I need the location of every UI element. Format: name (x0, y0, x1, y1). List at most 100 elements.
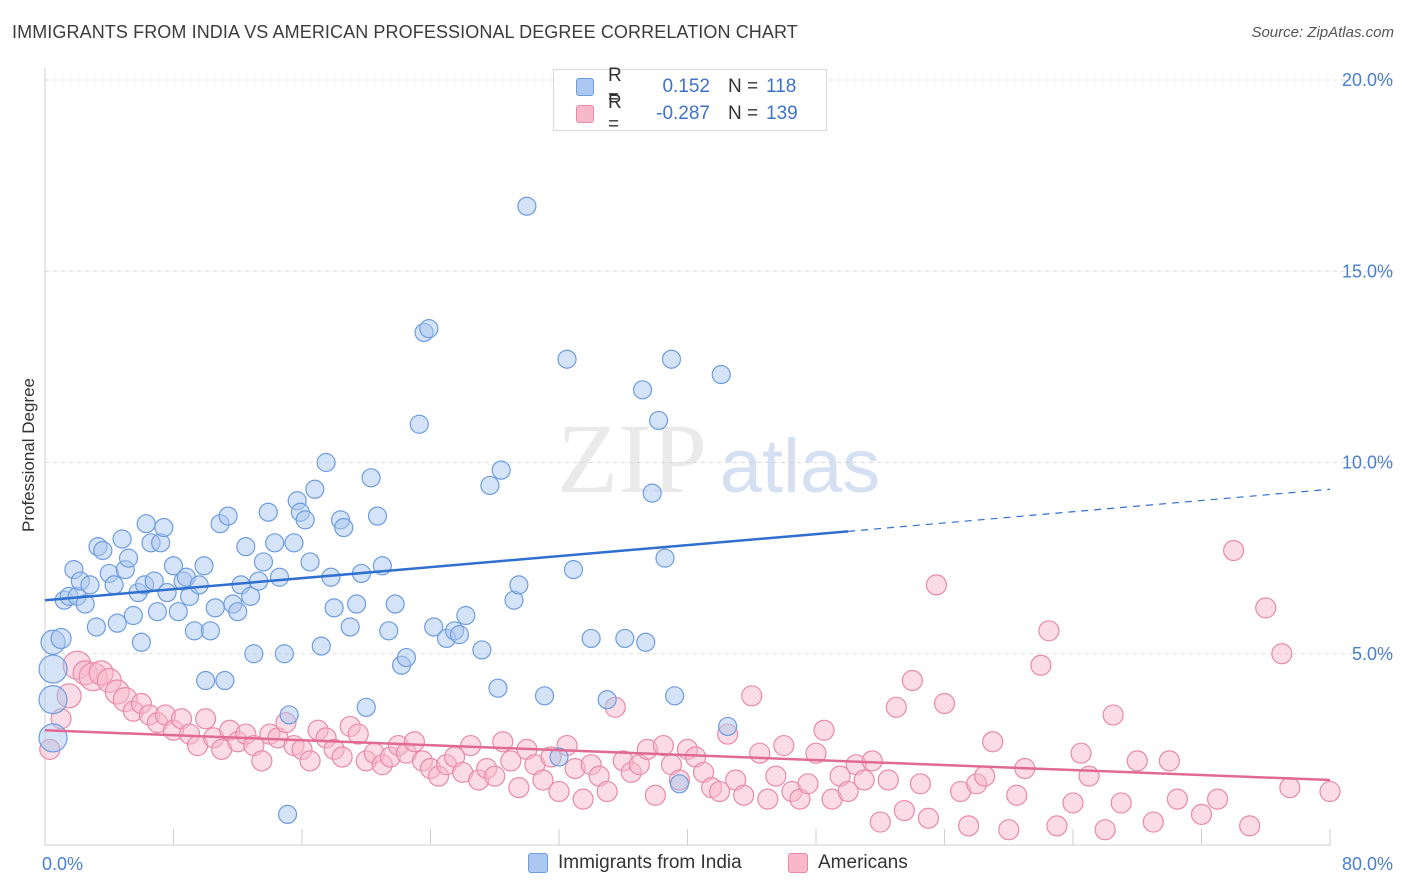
americans-point (797, 773, 819, 795)
india-point (642, 483, 662, 503)
india-point (163, 556, 184, 576)
americans-point (644, 784, 666, 806)
americans-point (757, 788, 779, 810)
india-point (131, 632, 151, 652)
tick-labels: 5.0% 10.0% 15.0% 20.0% 0.0% 80.0% (42, 70, 1393, 874)
india-trend-extension (848, 488, 1331, 532)
americans-point (484, 765, 506, 787)
india-point (184, 621, 204, 641)
americans-point (195, 708, 217, 730)
india-point (253, 552, 274, 572)
india-point (279, 705, 299, 725)
americans-point (933, 692, 956, 715)
india-point (480, 475, 500, 496)
americans-point (299, 750, 321, 772)
india-point (711, 364, 731, 385)
india-point (491, 460, 511, 480)
americans-point (853, 769, 875, 791)
india-point (581, 628, 601, 649)
americans-point (1142, 811, 1164, 833)
india-point (661, 349, 682, 369)
india-point (324, 598, 344, 618)
india-point (154, 517, 174, 538)
india-point (419, 319, 439, 339)
india-point (615, 628, 635, 649)
legend-swatch-india (528, 853, 548, 873)
americans-point (548, 780, 570, 803)
legend-label-india: Immigrants from India (558, 852, 742, 873)
india-point (334, 517, 354, 538)
india-point (104, 575, 124, 595)
india-point (228, 602, 248, 622)
americans-point (596, 780, 618, 803)
india-point (269, 567, 290, 587)
americans-point (347, 723, 369, 745)
india-point (118, 548, 139, 568)
india-point (409, 414, 429, 434)
americans-point (741, 685, 763, 707)
americans-point (957, 815, 980, 837)
americans-point (1046, 815, 1068, 837)
india-point (50, 627, 72, 650)
legend-swatch-americans (576, 105, 594, 123)
americans-point (1166, 788, 1189, 810)
legend-r-label: R = (608, 92, 622, 135)
americans-point (508, 777, 530, 799)
americans-point (805, 742, 827, 764)
americans-point (917, 807, 940, 829)
stats-legend: R = 0.152 N = 118 R = -0.287 N = 139 (553, 65, 827, 135)
americans-point (709, 780, 731, 803)
india-point (300, 552, 320, 572)
americans-point (1030, 654, 1052, 676)
india-point (38, 723, 68, 753)
americans-point (893, 799, 915, 822)
legend-r-value: -0.287 (656, 103, 710, 124)
watermark-zip: ZIP (557, 403, 707, 514)
americans-point (1279, 777, 1301, 799)
americans-point (652, 734, 675, 757)
india-point (241, 586, 261, 606)
india-point (385, 594, 405, 614)
india-point (218, 506, 238, 526)
india-point (244, 644, 264, 664)
americans-point (733, 784, 755, 806)
india-point (648, 410, 669, 431)
india-point (557, 349, 577, 369)
india-point (636, 632, 656, 652)
india-point (123, 605, 143, 626)
americans-point (1102, 704, 1124, 726)
india-point (718, 716, 738, 737)
americans-point (1070, 742, 1092, 764)
americans-point (572, 788, 594, 810)
chart-source: Source: ZipAtlas.com (1251, 24, 1394, 41)
americans-point (982, 731, 1004, 753)
india-point (396, 647, 417, 668)
americans-point (1126, 750, 1148, 772)
india-point (196, 670, 216, 691)
india-point (379, 621, 399, 641)
y-tick-label: 20.0% (1342, 70, 1393, 90)
india-point (38, 654, 68, 684)
americans-point (885, 696, 907, 718)
india-point (665, 686, 685, 706)
watermark-atlas: atlas (720, 424, 881, 509)
india-point (236, 537, 256, 557)
americans-point (1038, 620, 1060, 642)
india-point (517, 196, 537, 216)
india-point (424, 617, 444, 637)
india-point (311, 636, 331, 656)
india-trend-line (44, 530, 849, 602)
india-point (147, 602, 168, 622)
americans-point (1271, 643, 1293, 665)
india-point (347, 594, 367, 614)
india-point (563, 559, 584, 580)
india-point (136, 514, 156, 534)
india-point (258, 502, 278, 522)
y-tick-label: 10.0% (1342, 453, 1393, 473)
india-point (200, 621, 221, 641)
americans-point (869, 811, 891, 833)
chart-title: IMMIGRANTS FROM INDIA VS AMERICAN PROFES… (12, 22, 798, 42)
americans-point (1094, 819, 1116, 841)
americans-point (974, 765, 996, 787)
